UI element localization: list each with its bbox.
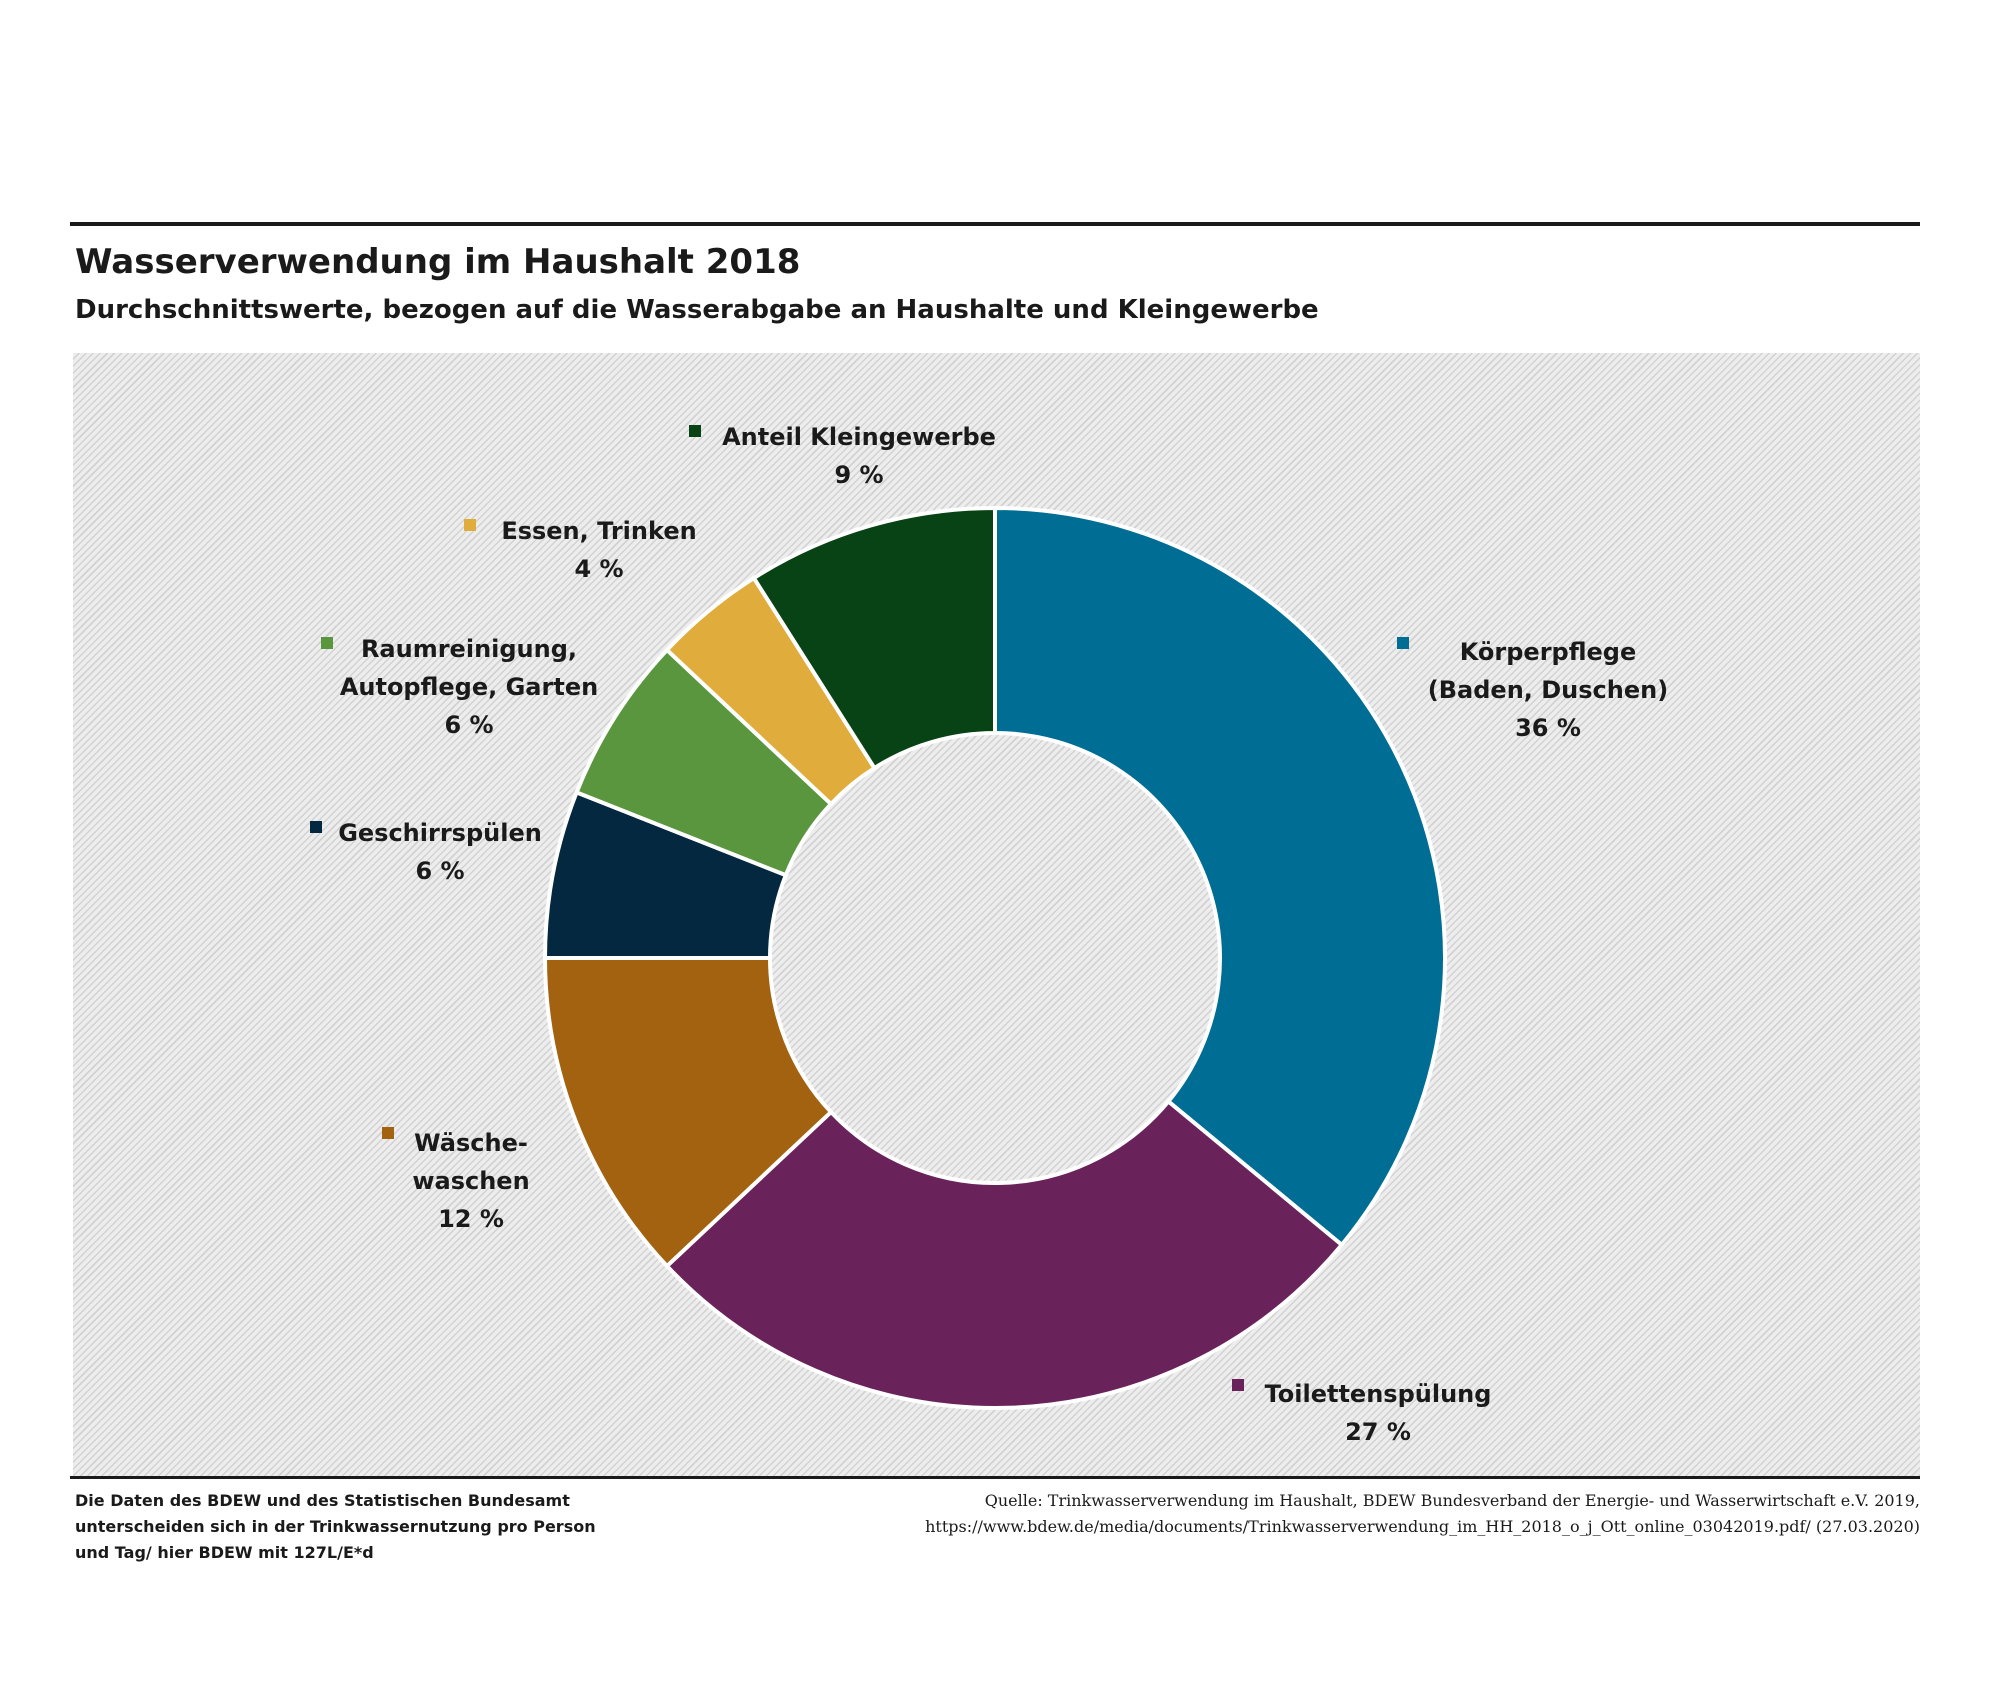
label-value-koerperpflege: 36 % (1515, 714, 1581, 742)
label-name-waeschewaschen: Wäsche- (414, 1129, 528, 1157)
source-citation: Quelle: Trinkwasserverwendung im Haushal… (984, 1491, 1920, 1510)
label-name-essen_trinken: Essen, Trinken (501, 517, 696, 545)
legend-swatch-koerperpflege (1397, 637, 1409, 649)
legend-swatch-geschirrspuelen (310, 821, 322, 833)
slice-labels: Körperpflege (Baden, Duschen) 36 % Toilette… (310, 423, 1668, 1446)
slice-koerperpflege (993, 505, 1447, 1248)
label-raumreinigung: Raumreinigung, Autopflege, Garten 6 % (321, 635, 598, 739)
legend-swatch-kleingewerbe (689, 425, 701, 437)
label-value-toilettenspuelung: 27 % (1345, 1418, 1411, 1446)
legend-swatch-toilettenspuelung (1232, 1379, 1244, 1391)
label-toilettenspuelung: Toilettenspülung 27 % (1232, 1379, 1491, 1446)
label-waeschewaschen: Wäsche-waschen 12 % (382, 1127, 530, 1233)
label-name-toilettenspuelung: Toilettenspülung (1265, 1380, 1492, 1408)
label-koerperpflege: Körperpflege (Baden, Duschen) 36 % (1397, 637, 1668, 742)
slice-toilettenspuelung (664, 1098, 1345, 1410)
legend-swatch-essen_trinken (464, 519, 476, 531)
top-divider (70, 222, 1920, 226)
label-name-kleingewerbe: Anteil Kleingewerbe (722, 423, 996, 451)
donut-slices (542, 505, 1447, 1410)
label-name-raumreinigung: Autopflege, Garten (340, 673, 598, 701)
label-name-raumreinigung: Raumreinigung, (361, 635, 577, 663)
slice-kleingewerbe (751, 505, 997, 771)
label-value-kleingewerbe: 9 % (834, 461, 883, 489)
chart-subtitle: Durchschnittswerte, bezogen auf die Wass… (75, 295, 1319, 325)
source-note: Quelle: Trinkwasserverwendung im Haushal… (770, 1488, 1920, 1540)
label-value-essen_trinken: 4 % (574, 555, 623, 583)
label-geschirrspuelen: Geschirrspülen 6 % (310, 819, 542, 885)
source-url: https://www.bdew.de/media/documents/Trin… (925, 1517, 1920, 1536)
legend-swatch-raumreinigung (321, 637, 333, 649)
chart-title: Wasserverwendung im Haushalt 2018 (75, 242, 801, 282)
plot-area: Körperpflege (Baden, Duschen) 36 % Toilette… (73, 353, 1920, 1476)
slice-waeschewaschen (542, 956, 834, 1269)
label-name-koerperpflege: Körperpflege (1460, 638, 1637, 666)
label-name-koerperpflege: (Baden, Duschen) (1428, 676, 1668, 704)
label-name-waeschewaschen: waschen (412, 1167, 529, 1195)
legend-swatch-waeschewaschen (382, 1127, 394, 1139)
label-value-geschirrspuelen: 6 % (415, 857, 464, 885)
donut-chart: Körperpflege (Baden, Duschen) 36 % Toilette… (310, 423, 1668, 1446)
data-note: Die Daten des BDEW und des Statistischen… (75, 1491, 596, 1562)
label-kleingewerbe: Anteil Kleingewerbe 9 % (689, 423, 996, 489)
label-value-raumreinigung: 6 % (444, 711, 493, 739)
label-essen_trinken: Essen, Trinken 4 % (464, 517, 697, 583)
label-value-waeschewaschen: 12 % (438, 1205, 504, 1233)
label-name-geschirrspuelen: Geschirrspülen (338, 819, 542, 847)
bottom-divider (70, 1476, 1920, 1479)
